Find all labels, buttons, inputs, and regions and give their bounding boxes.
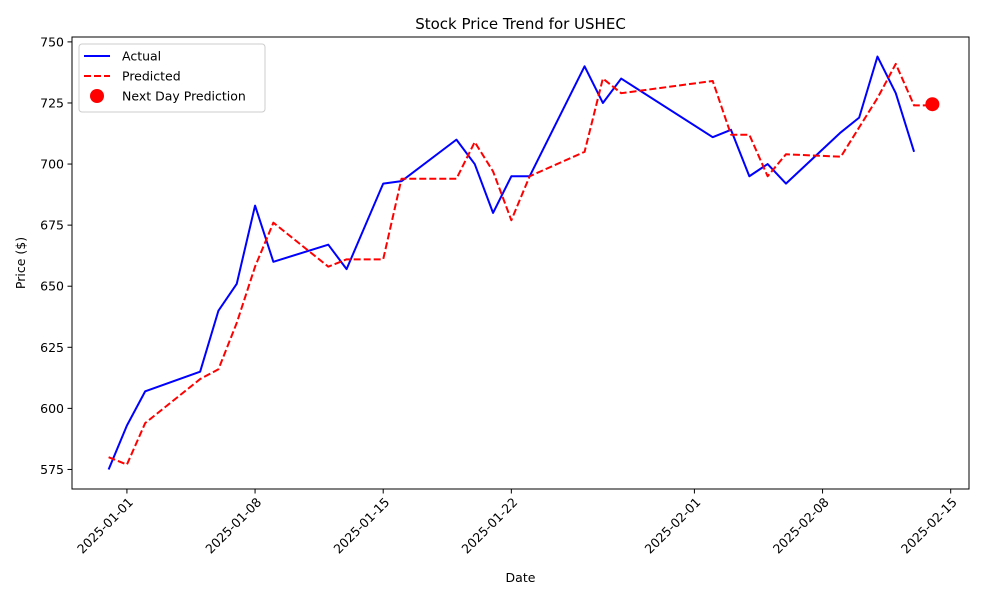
y-tick-label: 650 <box>40 279 64 294</box>
predicted-series-line <box>108 62 933 466</box>
y-axis: 575 600 625 650 675 700 725 750 <box>40 34 72 477</box>
plot-frame <box>71 36 970 490</box>
legend: Actual Predicted Next Day Prediction <box>78 43 266 113</box>
y-axis-title: Price ($) <box>13 237 28 289</box>
plot-area <box>71 36 970 490</box>
legend-box <box>78 43 266 113</box>
chart-title: Stock Price Trend for USHEC <box>415 15 626 33</box>
next-day-prediction-point <box>925 97 940 112</box>
x-axis-title: Date <box>506 570 536 585</box>
legend-predicted-label: Predicted <box>122 69 181 84</box>
y-tick-label: 725 <box>40 95 64 110</box>
legend-next-day-prediction-label: Next Day Prediction <box>122 89 246 104</box>
y-tick-label: 675 <box>40 218 64 233</box>
y-tick-label: 575 <box>40 462 64 477</box>
y-tick-label: 625 <box>40 340 64 355</box>
actual-series-line <box>107 55 916 470</box>
y-tick-label: 600 <box>40 401 64 416</box>
y-tick-label: 700 <box>40 157 64 172</box>
y-tick-label: 750 <box>40 34 64 49</box>
legend-actual-label: Actual <box>122 49 161 64</box>
legend-next-day-prediction-marker <box>90 89 104 103</box>
